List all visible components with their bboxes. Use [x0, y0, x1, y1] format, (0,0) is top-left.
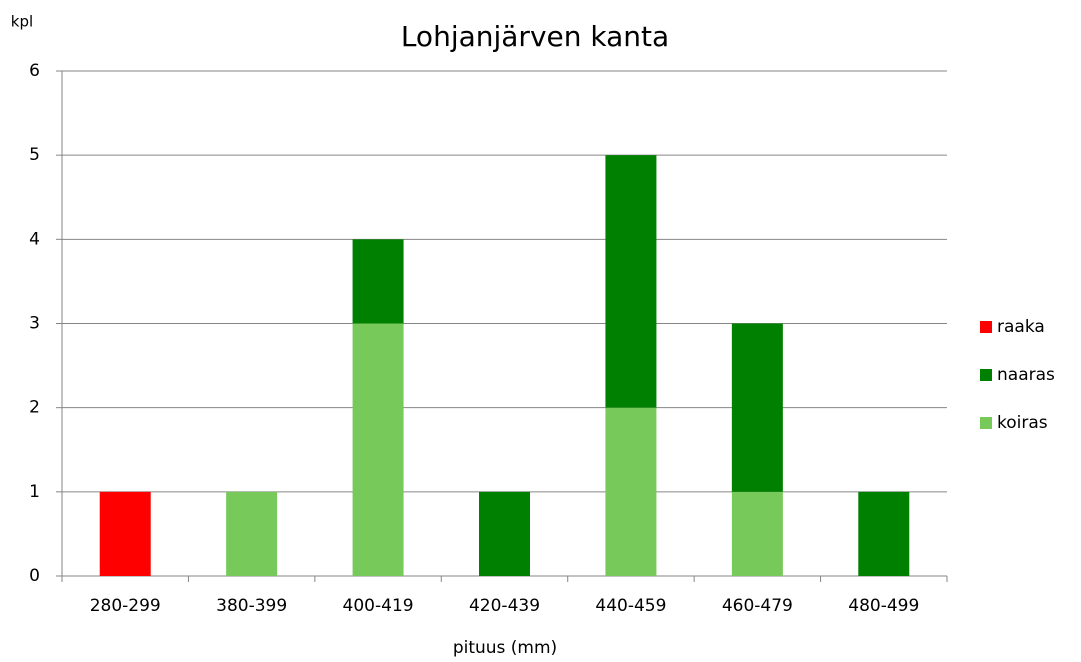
- x-tick-label: 480-499: [848, 596, 919, 616]
- bar-segment: [479, 491, 530, 576]
- x-tick-label: 400-419: [343, 596, 414, 616]
- legend-label: koiras: [997, 413, 1048, 433]
- bar-segment: [605, 407, 657, 576]
- chart-title: Lohjanjärven kanta: [401, 20, 669, 53]
- bar-segment: [605, 155, 657, 408]
- x-tick-label: 440-459: [595, 596, 666, 616]
- bar-segment: [858, 491, 910, 576]
- bar-segment: [352, 239, 404, 324]
- x-axis-label: pituus (mm): [453, 638, 557, 658]
- bar-segment: [731, 323, 783, 492]
- legend-swatch: [980, 321, 992, 333]
- y-tick-label: 3: [29, 314, 40, 334]
- y-tick-label: 1: [29, 482, 40, 502]
- y-tick-label: 2: [29, 398, 40, 418]
- y-tick-label: 5: [29, 145, 40, 165]
- legend-swatch: [980, 369, 992, 381]
- bar-segment: [352, 323, 404, 576]
- x-tick-label: 380-399: [216, 596, 287, 616]
- x-tick-label: 280-299: [90, 596, 161, 616]
- x-tick-label: 420-439: [469, 596, 540, 616]
- bar-segment: [731, 491, 783, 576]
- legend-label: naaras: [997, 365, 1055, 385]
- legend-swatch: [980, 417, 992, 429]
- bar-segment: [99, 491, 151, 576]
- y-tick-label: 4: [29, 229, 40, 249]
- bar-segment: [226, 491, 278, 576]
- y-axis-label: kpl: [11, 13, 33, 31]
- y-tick-label: 0: [29, 566, 40, 586]
- y-tick-label: 6: [29, 61, 40, 81]
- legend-label: raaka: [997, 317, 1045, 337]
- x-tick-label: 460-479: [722, 596, 793, 616]
